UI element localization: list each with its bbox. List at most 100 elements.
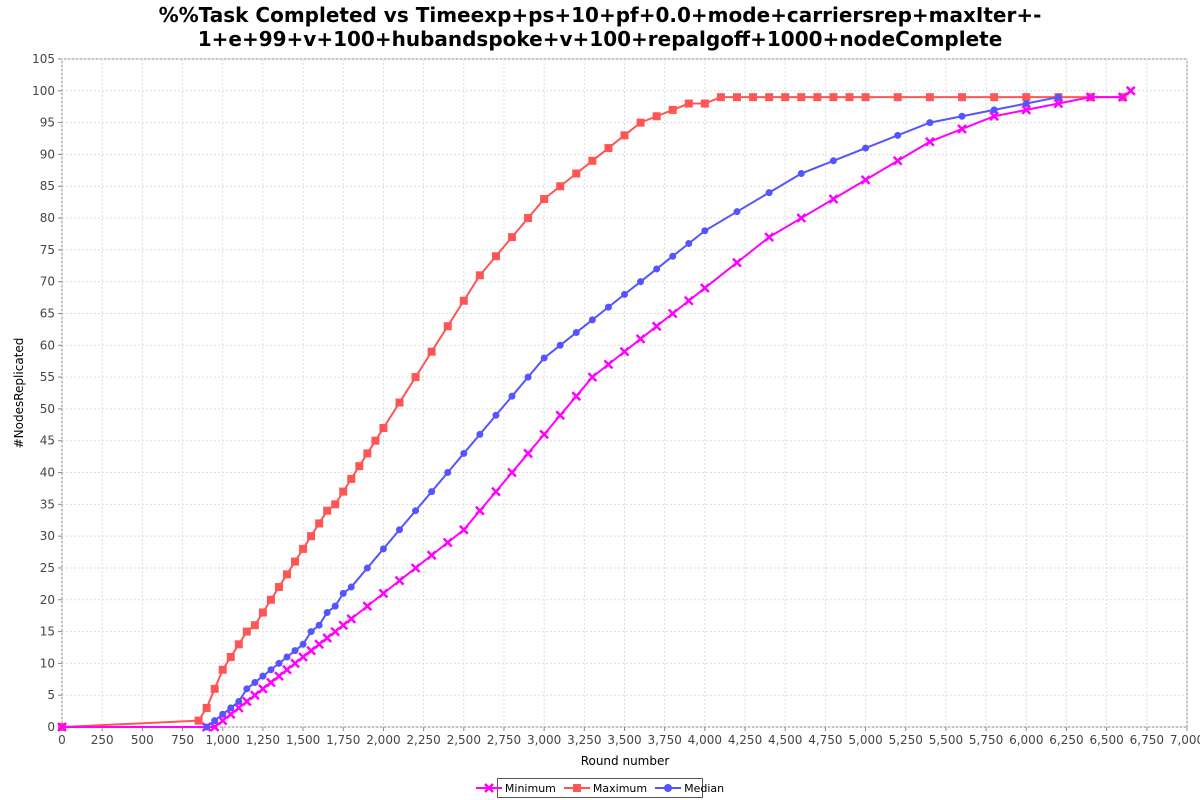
y-tick-label: 90	[40, 147, 55, 161]
data-point-minimum	[474, 505, 485, 516]
data-point-maximum	[427, 347, 436, 356]
x-tick-label: 0	[58, 733, 66, 747]
data-point-median	[219, 710, 227, 718]
data-point-maximum	[636, 118, 645, 127]
y-tick-label: 70	[40, 275, 55, 289]
data-point-minimum	[209, 722, 220, 732]
data-point-maximum	[540, 194, 549, 203]
data-point-maximum	[250, 621, 259, 630]
y-tick-label: 15	[40, 625, 55, 639]
data-point-median	[653, 265, 661, 273]
data-point-maximum	[291, 557, 300, 566]
data-point-maximum	[813, 93, 822, 102]
y-tick-label: 95	[40, 116, 55, 130]
data-point-maximum	[202, 703, 211, 712]
y-tick-label: 100	[32, 84, 55, 98]
data-point-median	[604, 303, 612, 311]
data-point-minimum	[796, 213, 807, 223]
data-point-maximum	[556, 182, 565, 191]
data-point-median	[211, 717, 219, 725]
x-tick-label: 2,000	[366, 733, 400, 747]
legend-item-minimum: Minimum	[475, 782, 556, 795]
data-point-minimum	[314, 639, 325, 650]
data-point-maximum	[266, 595, 275, 604]
data-point-minimum	[282, 664, 292, 675]
data-point-minimum	[346, 613, 357, 624]
data-point-minimum	[555, 410, 566, 421]
data-point-minimum	[290, 658, 300, 669]
y-tick-label: 85	[40, 179, 55, 193]
x-tick-label: 6,000	[1009, 733, 1043, 747]
data-point-minimum	[306, 645, 316, 656]
x-tick-label: 3,750	[647, 733, 681, 747]
y-tick-label: 65	[40, 306, 55, 320]
data-point-minimum	[458, 524, 469, 535]
data-point-median	[588, 316, 596, 324]
data-point-minimum	[699, 283, 710, 293]
data-point-maximum	[443, 322, 452, 331]
x-tick-label: 6,250	[1049, 733, 1083, 747]
y-tick-label: 55	[40, 370, 55, 384]
y-tick-label: 5	[47, 688, 55, 702]
data-point-maximum	[258, 608, 267, 617]
data-point-minimum	[523, 448, 533, 459]
data-point-maximum	[604, 144, 613, 153]
x-tick-label: 3,000	[527, 733, 561, 747]
data-point-maximum	[668, 105, 677, 114]
data-point-minimum	[442, 537, 453, 548]
grid	[61, 58, 1188, 728]
data-point-minimum	[539, 429, 550, 440]
data-point-minimum	[378, 588, 389, 599]
data-point-minimum	[426, 550, 437, 561]
data-point-median	[299, 640, 307, 648]
data-point-maximum	[716, 93, 725, 102]
chart-title-line-1: %%Task Completed vs Timeexp+ps+10+pf+0.0…	[158, 3, 1042, 27]
legend-label-median: Median	[684, 781, 725, 795]
data-point-maximum	[210, 684, 219, 693]
x-tick-label: 5,500	[929, 733, 963, 747]
data-point-median	[1022, 100, 1030, 108]
data-point-median	[540, 354, 548, 362]
data-point-median	[331, 602, 339, 610]
data-point-maximum	[371, 436, 380, 445]
data-point-maximum	[355, 462, 364, 471]
data-point-maximum	[226, 653, 235, 662]
x-tick-label: 750	[171, 733, 194, 747]
x-tick-label: 1,250	[246, 733, 280, 747]
x-tick-label: 3,500	[607, 733, 641, 747]
x-tick-label: 7,000	[1170, 733, 1200, 747]
data-point-maximum	[700, 99, 709, 108]
y-tick-label: 25	[40, 561, 55, 575]
data-point-median	[428, 488, 436, 496]
data-point-maximum	[829, 93, 838, 102]
data-point-maximum	[765, 93, 774, 102]
data-point-median	[251, 678, 259, 686]
data-point-maximum	[274, 583, 283, 592]
data-point-median	[307, 628, 315, 636]
data-point-minimum	[1021, 105, 1032, 115]
data-point-maximum	[733, 93, 741, 102]
data-point-minimum	[587, 372, 598, 382]
data-point-median	[323, 608, 331, 616]
data-point-maximum	[475, 271, 484, 280]
data-point-maximum	[234, 640, 243, 649]
data-point-minimum	[362, 601, 373, 612]
data-point-minimum	[507, 467, 517, 478]
series-minimum	[57, 85, 1136, 732]
y-tick-label: 80	[40, 211, 55, 225]
y-tick-label: 10	[40, 656, 55, 670]
series-median	[203, 93, 1062, 731]
data-point-median	[556, 341, 564, 349]
series-line-median	[206, 96, 1059, 728]
legend-label-maximum: Maximum	[592, 781, 648, 795]
data-point-maximum	[347, 474, 356, 483]
data-point-minimum	[860, 174, 871, 185]
data-point-minimum	[241, 696, 252, 707]
x-tick-label: 1,750	[326, 733, 360, 747]
data-point-median	[797, 170, 805, 178]
x-tick-label: 500	[131, 733, 154, 747]
data-point-maximum	[339, 487, 348, 496]
data-point-median	[492, 411, 500, 419]
data-point-maximum	[459, 296, 468, 305]
